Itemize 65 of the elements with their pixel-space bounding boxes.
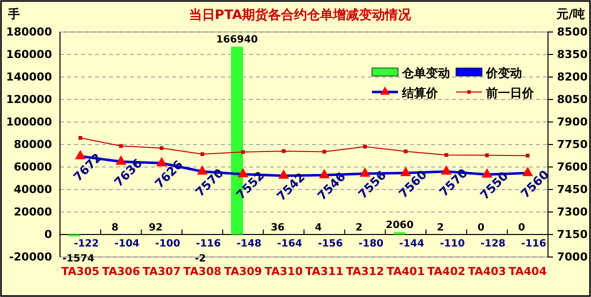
x-tick-label: TA310 (264, 265, 304, 278)
data-label: 2 (436, 222, 444, 234)
y-axis-title: 手 (7, 7, 20, 21)
x-tick-label: TA312 (346, 265, 384, 278)
data-label: -116 (521, 238, 546, 250)
data-label: -144 (399, 238, 424, 250)
x-tick-label: TA306 (102, 265, 140, 278)
y-tick-label: 140000 (6, 70, 52, 84)
y-tick-label: 80000 (14, 138, 52, 152)
x-tick-label: TA403 (468, 265, 506, 278)
data-label: 92 (148, 222, 163, 234)
legend-label: 结算价 (401, 86, 439, 100)
legend-label: 价变动 (485, 66, 522, 80)
data-label: -122 (74, 238, 99, 250)
y2-tick-label: 8050 (557, 93, 588, 106)
x-tick-label: TA401 (386, 265, 425, 278)
x-tick-label: TA307 (142, 265, 181, 278)
x-tick-label: TA311 (305, 265, 344, 278)
data-label: -148 (236, 238, 262, 250)
x-tick-label: TA309 (224, 265, 262, 278)
y2-tick-label: 7300 (557, 206, 588, 219)
y2-tick-label: 7900 (557, 116, 588, 129)
data-label: -156 (318, 238, 343, 250)
data-label: -2 (194, 254, 206, 264)
data-label: -116 (196, 238, 221, 250)
y2-tick-label: 7150 (557, 228, 588, 242)
data-label: -104 (114, 238, 140, 250)
legend-label: 前一日价 (485, 86, 535, 100)
y2-axis-title: 元/吨 (556, 7, 585, 21)
data-label: 2 (356, 222, 363, 234)
y2-tick-label: 7600 (557, 160, 588, 174)
x-tick-label: TA308 (183, 265, 222, 278)
y-tick-label: 120000 (6, 93, 52, 106)
data-label: 2060 (386, 220, 414, 232)
y-tick-label: -20000 (9, 250, 52, 264)
y2-tick-label: 8500 (557, 26, 588, 39)
data-label: 36 (270, 222, 285, 234)
y-tick-label: 60000 (14, 160, 52, 174)
legend-label: 仓单变动 (401, 66, 450, 80)
x-tick-label: TA305 (61, 265, 100, 278)
data-label: 4 (314, 222, 322, 234)
data-label: -100 (155, 238, 180, 250)
y2-tick-label: 7750 (557, 138, 588, 152)
data-label: 0 (478, 222, 485, 234)
y2-tick-label: 8350 (557, 48, 588, 62)
data-label: -164 (277, 238, 302, 250)
data-label: -110 (440, 238, 465, 250)
y-tick-label: 0 (44, 228, 52, 242)
data-label: 166940 (216, 34, 258, 46)
y-tick-label: 20000 (14, 206, 52, 219)
y-tick-label: 100000 (6, 116, 52, 129)
data-label: -128 (480, 238, 506, 250)
x-tick-label: TA404 (508, 265, 548, 278)
y2-tick-label: 8200 (557, 70, 588, 84)
y-tick-label: 40000 (14, 183, 52, 196)
data-label: -180 (358, 238, 384, 250)
y-tick-label: 160000 (6, 48, 52, 62)
y-tick-label: 180000 (6, 26, 52, 39)
y2-tick-label: 7000 (557, 250, 588, 264)
chart-title: 当日PTA期货各合约仓单增减变动情况 (188, 7, 412, 23)
y2-tick-label: 7450 (557, 183, 588, 196)
x-tick-label: TA402 (427, 265, 466, 278)
data-label: 0 (518, 222, 526, 234)
data-label: 8 (112, 222, 119, 234)
data-label: -1574 (62, 254, 94, 264)
